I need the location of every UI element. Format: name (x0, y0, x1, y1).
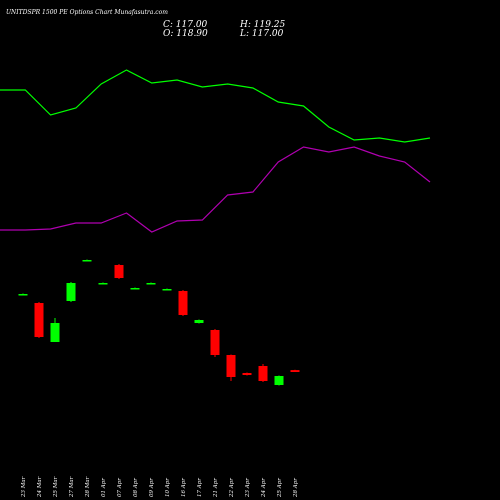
x-tick-label: 28 Mar (85, 476, 91, 498)
close-label: C: 117.00 (163, 20, 208, 30)
candle-body (210, 330, 220, 355)
candle-body (290, 370, 300, 372)
candle-body (114, 265, 124, 278)
x-tick-label: 08 Apr (133, 478, 139, 497)
candle-body (82, 260, 92, 262)
x-tick-label: 09 Apr (149, 478, 155, 497)
indicator-line (0, 69, 431, 143)
candle-body (146, 283, 156, 285)
x-tick-label: 16 Apr (181, 478, 187, 497)
candle-body (18, 294, 28, 296)
x-tick-label: 22 Apr (229, 478, 235, 498)
x-tick-label: 25 Mar (53, 476, 59, 498)
candle-body (162, 289, 172, 291)
x-tick-label: 23 Apr (245, 478, 251, 498)
candle-body (178, 291, 188, 315)
candle-body (258, 366, 268, 381)
candle-body (194, 320, 204, 323)
candle-body (226, 355, 236, 377)
candle-body (66, 283, 76, 301)
x-tick-label: 21 Apr (213, 478, 219, 498)
candle-body (34, 303, 44, 337)
candle-body (50, 323, 60, 342)
x-tick-label: 01 Apr (101, 478, 107, 497)
x-tick-label: 17 Apr (197, 478, 203, 497)
x-tick-label: 07 Apr (117, 478, 123, 497)
x-tick-label: 24 Mar (37, 476, 43, 498)
high-label: H: 119.25 (239, 20, 286, 30)
x-tick-label: 10 Apr (165, 478, 171, 497)
x-tick-label: 27 Mar (69, 476, 75, 498)
low-label: L: 117.00 (239, 29, 284, 39)
open-label: O: 118.90 (163, 29, 208, 39)
candle-body (98, 283, 108, 285)
x-tick-label: 24 Apr (261, 478, 267, 498)
x-tick-label: 25 Apr (277, 478, 283, 498)
x-tick-label: 28 Apr (293, 478, 299, 498)
x-tick-label: 23 Mar (21, 476, 27, 498)
candle-body (242, 373, 252, 375)
candle-body (274, 376, 284, 385)
indicator-line (0, 146, 431, 233)
chart-title: UNITDSPR 1500 PE Options Chart Munafasut… (6, 9, 168, 16)
candle-body (130, 288, 140, 290)
